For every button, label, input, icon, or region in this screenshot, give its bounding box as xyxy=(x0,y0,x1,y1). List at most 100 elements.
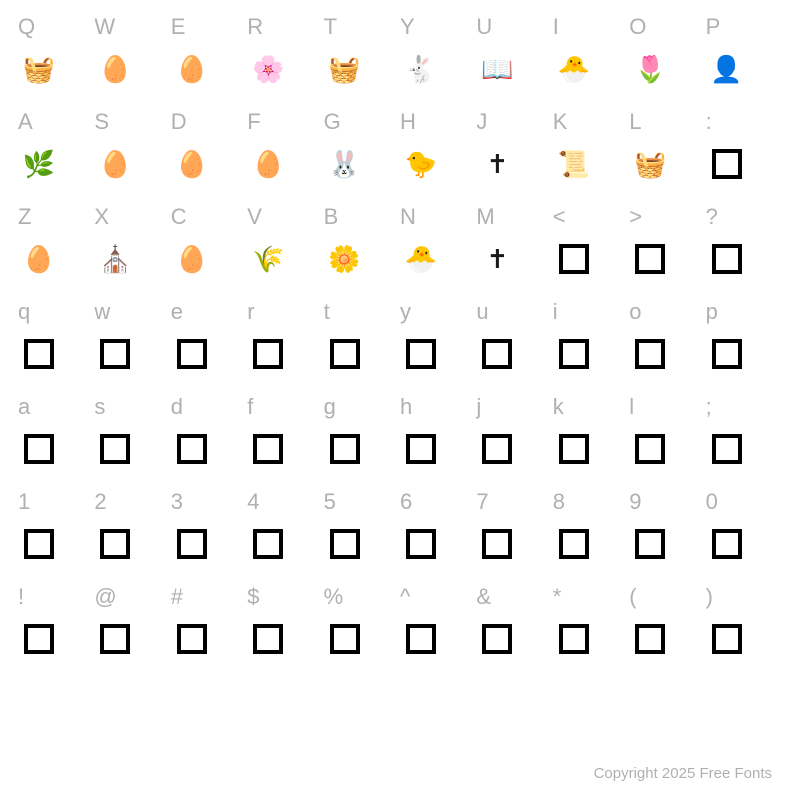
dingbat-glyph: 👤 xyxy=(710,56,742,82)
charmap-cell: N🐣 xyxy=(400,202,476,297)
glyph-slot xyxy=(553,618,595,660)
charmap-cell: > xyxy=(629,202,705,297)
dingbat-glyph: ⛪ xyxy=(99,246,131,272)
glyph-slot xyxy=(400,333,442,375)
char-label: & xyxy=(476,582,491,612)
char-label: W xyxy=(94,12,115,42)
char-label: j xyxy=(476,392,481,422)
char-label: l xyxy=(629,392,634,422)
charmap-cell: M✝ xyxy=(476,202,552,297)
glyph-slot xyxy=(94,618,136,660)
charmap-cell: ? xyxy=(706,202,782,297)
char-label: ) xyxy=(706,582,713,612)
char-label: t xyxy=(324,297,330,327)
glyph-slot: 🥚 xyxy=(171,238,213,280)
glyph-slot: 🐤 xyxy=(400,143,442,185)
glyph-slot xyxy=(94,428,136,470)
glyph-slot: ✝ xyxy=(476,143,518,185)
charmap-cell: J✝ xyxy=(476,107,552,202)
missing-glyph-box xyxy=(253,434,283,464)
dingbat-glyph: 🌾 xyxy=(252,246,284,272)
char-label: f xyxy=(247,392,253,422)
missing-glyph-box xyxy=(100,624,130,654)
char-label: u xyxy=(476,297,488,327)
charmap-cell: i xyxy=(553,297,629,392)
dingbat-glyph: 🥚 xyxy=(23,246,55,272)
missing-glyph-box xyxy=(330,434,360,464)
char-label: p xyxy=(706,297,718,327)
missing-glyph-box xyxy=(24,339,54,369)
dingbat-glyph: 🐣 xyxy=(558,56,590,82)
glyph-slot: 🥚 xyxy=(94,143,136,185)
glyph-slot xyxy=(706,143,748,185)
char-label: a xyxy=(18,392,30,422)
char-label: X xyxy=(94,202,109,232)
charmap-cell: r xyxy=(247,297,323,392)
char-label: E xyxy=(171,12,186,42)
char-label: ( xyxy=(629,582,636,612)
glyph-slot xyxy=(94,333,136,375)
missing-glyph-box xyxy=(482,624,512,654)
glyph-slot: 🌸 xyxy=(247,48,289,90)
char-label: 2 xyxy=(94,487,106,517)
char-label: Y xyxy=(400,12,415,42)
charmap-cell: S🥚 xyxy=(94,107,170,202)
charmap-cell: l xyxy=(629,392,705,487)
charmap-cell: @ xyxy=(94,582,170,677)
char-label: 4 xyxy=(247,487,259,517)
char-label: K xyxy=(553,107,568,137)
charmap-cell: P👤 xyxy=(706,12,782,107)
glyph-slot xyxy=(171,428,213,470)
missing-glyph-box xyxy=(253,339,283,369)
dingbat-glyph: 🐇 xyxy=(405,56,437,82)
dingbat-glyph: 🐰 xyxy=(328,151,360,177)
char-label: F xyxy=(247,107,260,137)
glyph-slot xyxy=(18,618,60,660)
glyph-slot xyxy=(400,618,442,660)
char-label: h xyxy=(400,392,412,422)
dingbat-glyph: 🐤 xyxy=(405,151,437,177)
charmap-cell: 6 xyxy=(400,487,476,582)
dingbat-glyph: 🧺 xyxy=(634,151,666,177)
missing-glyph-box xyxy=(253,529,283,559)
char-label: M xyxy=(476,202,494,232)
glyph-slot xyxy=(476,618,518,660)
missing-glyph-box xyxy=(24,624,54,654)
missing-glyph-box xyxy=(330,339,360,369)
char-label: V xyxy=(247,202,262,232)
glyph-slot: 📖 xyxy=(476,48,518,90)
glyph-slot xyxy=(706,523,748,565)
dingbat-glyph: 🌿 xyxy=(23,151,55,177)
char-label: 3 xyxy=(171,487,183,517)
char-label: 7 xyxy=(476,487,488,517)
missing-glyph-box xyxy=(100,529,130,559)
missing-glyph-box xyxy=(253,624,283,654)
glyph-slot: 🥚 xyxy=(171,48,213,90)
charmap-cell: V🌾 xyxy=(247,202,323,297)
missing-glyph-box xyxy=(712,529,742,559)
char-label: H xyxy=(400,107,416,137)
glyph-slot xyxy=(18,523,60,565)
dingbat-glyph: 📖 xyxy=(481,56,513,82)
missing-glyph-box xyxy=(177,434,207,464)
char-label: 5 xyxy=(324,487,336,517)
missing-glyph-box xyxy=(330,529,360,559)
dingbat-glyph: 🧺 xyxy=(328,56,360,82)
dingbat-glyph: 🌼 xyxy=(328,246,360,272)
glyph-slot: 🌼 xyxy=(324,238,366,280)
missing-glyph-box xyxy=(406,434,436,464)
glyph-slot xyxy=(18,428,60,470)
glyph-slot xyxy=(553,428,595,470)
dingbat-glyph: 🌸 xyxy=(252,56,284,82)
missing-glyph-box xyxy=(635,529,665,559)
copyright-footer: Copyright 2025 Free Fonts xyxy=(594,765,772,782)
glyph-slot: 🌿 xyxy=(18,143,60,185)
char-label: # xyxy=(171,582,183,612)
char-label: y xyxy=(400,297,411,327)
char-label: s xyxy=(94,392,105,422)
charmap-cell: Q🧺 xyxy=(18,12,94,107)
dingbat-glyph: 🥚 xyxy=(99,151,131,177)
char-label: P xyxy=(706,12,721,42)
charmap-cell: 0 xyxy=(706,487,782,582)
char-label: Z xyxy=(18,202,31,232)
